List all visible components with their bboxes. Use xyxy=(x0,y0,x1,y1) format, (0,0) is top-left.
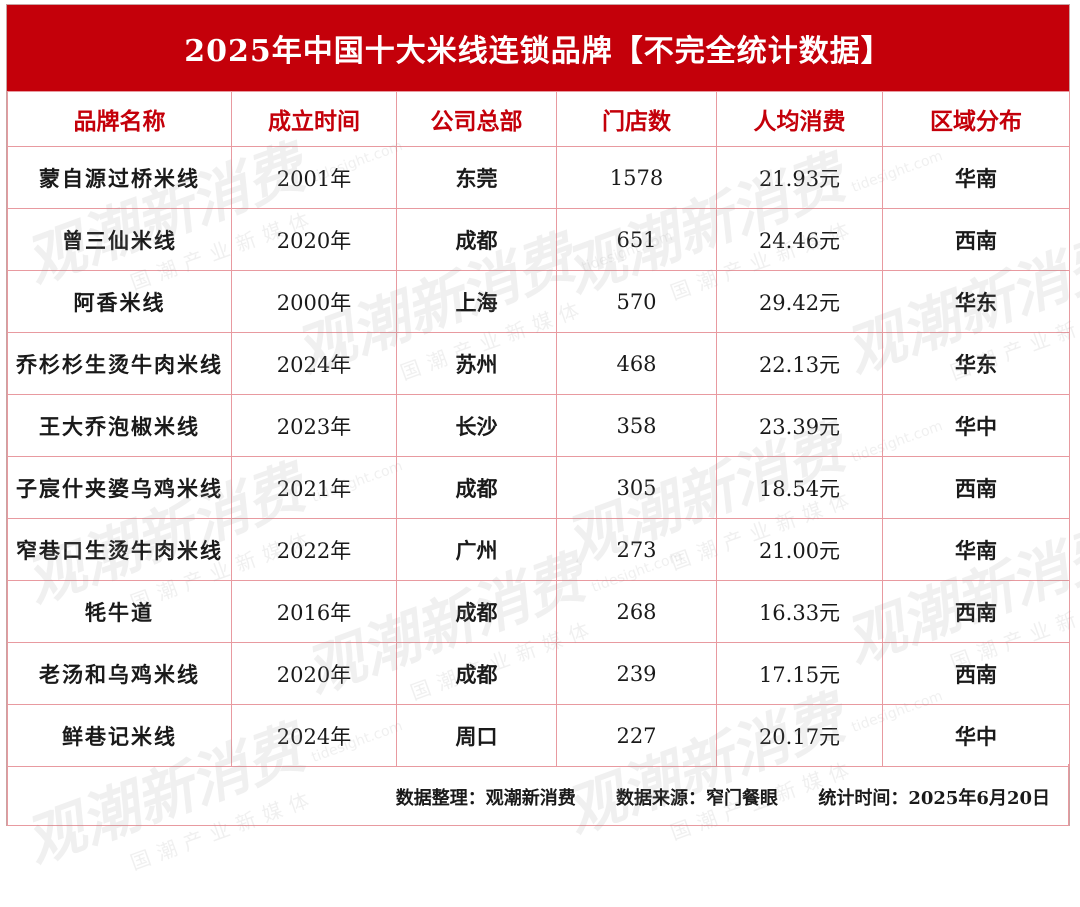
brand-name: 老汤和乌鸡米线 xyxy=(7,642,232,705)
avg-spend: 18.54元 xyxy=(716,456,883,519)
region: 西南 xyxy=(882,642,1070,705)
footer-compiled-by: 数据整理：观潮新消费 xyxy=(395,788,576,809)
region: 华中 xyxy=(882,704,1070,767)
store-count: 273 xyxy=(556,518,717,581)
store-count: 239 xyxy=(556,642,717,705)
footer-credits: 数据整理：观潮新消费 数据来源：窄门餐眼 统计时间：2025年6月20日 xyxy=(362,784,1050,810)
headquarters: 长沙 xyxy=(396,394,557,457)
avg-spend: 21.93元 xyxy=(716,146,883,209)
region: 西南 xyxy=(882,456,1070,519)
avg-spend: 24.46元 xyxy=(716,208,883,271)
region: 华南 xyxy=(882,146,1070,209)
headquarters: 东莞 xyxy=(396,146,557,209)
store-count: 468 xyxy=(556,332,717,395)
table-row: 鲜巷记米线 2024年 周口 227 20.17元 华中 xyxy=(7,704,1070,767)
avg-spend: 20.17元 xyxy=(716,704,883,767)
brand-name: 牦牛道 xyxy=(7,580,232,643)
footer-source: 数据来源：窄门餐眼 xyxy=(616,788,779,809)
brand-name: 曾三仙米线 xyxy=(7,208,232,271)
region: 西南 xyxy=(882,208,1070,271)
founded-year: 2021年 xyxy=(231,456,397,519)
table-row: 王大乔泡椒米线 2023年 长沙 358 23.39元 华中 xyxy=(7,394,1070,457)
table-row: 乔杉杉生烫牛肉米线 2024年 苏州 468 22.13元 华东 xyxy=(7,332,1070,395)
brand-name: 王大乔泡椒米线 xyxy=(7,394,232,457)
headquarters: 广州 xyxy=(396,518,557,581)
brand-name: 蒙自源过桥米线 xyxy=(7,146,232,209)
table-row: 窄巷口生烫牛肉米线 2022年 广州 273 21.00元 华南 xyxy=(7,518,1070,581)
avg-spend: 17.15元 xyxy=(716,642,883,705)
table-row: 阿香米线 2000年 上海 570 29.42元 华东 xyxy=(7,270,1070,333)
founded-year: 2020年 xyxy=(231,208,397,271)
col-header-region: 区域分布 xyxy=(882,91,1070,147)
brand-name: 窄巷口生烫牛肉米线 xyxy=(7,518,232,581)
headquarters: 成都 xyxy=(396,580,557,643)
col-header-brand: 品牌名称 xyxy=(7,91,232,147)
footer: 数据整理：观潮新消费 数据来源：窄门餐眼 统计时间：2025年6月20日 xyxy=(7,764,1069,826)
footer-stat-time: 统计时间：2025年6月20日 xyxy=(818,788,1050,809)
brand-name: 鲜巷记米线 xyxy=(7,704,232,767)
store-count: 268 xyxy=(556,580,717,643)
founded-year: 2024年 xyxy=(231,332,397,395)
col-header-founded: 成立时间 xyxy=(231,91,397,147)
founded-year: 2024年 xyxy=(231,704,397,767)
headquarters: 苏州 xyxy=(396,332,557,395)
avg-spend: 16.33元 xyxy=(716,580,883,643)
brand-table: 品牌名称 成立时间 公司总部 门店数 人均消费 区域分布 蒙自源过桥米线 200… xyxy=(7,91,1070,767)
headquarters: 成都 xyxy=(396,208,557,271)
brand-name: 阿香米线 xyxy=(7,270,232,333)
region: 华中 xyxy=(882,394,1070,457)
store-count: 570 xyxy=(556,270,717,333)
region: 华南 xyxy=(882,518,1070,581)
table-row: 子宸什夹婆乌鸡米线 2021年 成都 305 18.54元 西南 xyxy=(7,456,1070,519)
store-count: 1578 xyxy=(556,146,717,209)
headquarters: 成都 xyxy=(396,642,557,705)
headquarters: 周口 xyxy=(396,704,557,767)
avg-spend: 22.13元 xyxy=(716,332,883,395)
founded-year: 2023年 xyxy=(231,394,397,457)
headquarters: 上海 xyxy=(396,270,557,333)
store-count: 651 xyxy=(556,208,717,271)
table-row: 蒙自源过桥米线 2001年 东莞 1578 21.93元 华南 xyxy=(7,146,1070,209)
region: 西南 xyxy=(882,580,1070,643)
founded-year: 2020年 xyxy=(231,642,397,705)
store-count: 305 xyxy=(556,456,717,519)
table-row: 牦牛道 2016年 成都 268 16.33元 西南 xyxy=(7,580,1070,643)
founded-year: 2016年 xyxy=(231,580,397,643)
brand-name: 子宸什夹婆乌鸡米线 xyxy=(7,456,232,519)
col-header-hq: 公司总部 xyxy=(396,91,557,147)
store-count: 358 xyxy=(556,394,717,457)
table-row: 曾三仙米线 2020年 成都 651 24.46元 西南 xyxy=(7,208,1070,271)
store-count: 227 xyxy=(556,704,717,767)
founded-year: 2022年 xyxy=(231,518,397,581)
col-header-stores: 门店数 xyxy=(556,91,717,147)
founded-year: 2001年 xyxy=(231,146,397,209)
avg-spend: 21.00元 xyxy=(716,518,883,581)
table-row: 老汤和乌鸡米线 2020年 成都 239 17.15元 西南 xyxy=(7,642,1070,705)
table-title: 2025年中国十大米线连锁品牌【不完全统计数据】 xyxy=(7,5,1069,91)
region: 华东 xyxy=(882,332,1070,395)
headquarters: 成都 xyxy=(396,456,557,519)
region: 华东 xyxy=(882,270,1070,333)
col-header-avg-spend: 人均消费 xyxy=(716,91,883,147)
founded-year: 2000年 xyxy=(231,270,397,333)
brand-name: 乔杉杉生烫牛肉米线 xyxy=(7,332,232,395)
avg-spend: 29.42元 xyxy=(716,270,883,333)
avg-spend: 23.39元 xyxy=(716,394,883,457)
table-header-row: 品牌名称 成立时间 公司总部 门店数 人均消费 区域分布 xyxy=(7,91,1070,147)
